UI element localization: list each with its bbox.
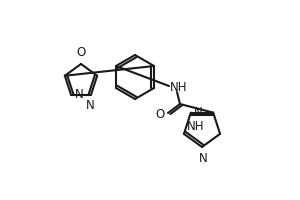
Text: NH: NH [187, 120, 204, 133]
Text: NH: NH [170, 81, 188, 94]
Text: O: O [156, 108, 165, 120]
Text: N: N [199, 152, 207, 165]
Text: N: N [85, 99, 94, 112]
Text: O: O [76, 46, 85, 59]
Text: N: N [75, 88, 83, 101]
Text: N: N [194, 106, 203, 119]
